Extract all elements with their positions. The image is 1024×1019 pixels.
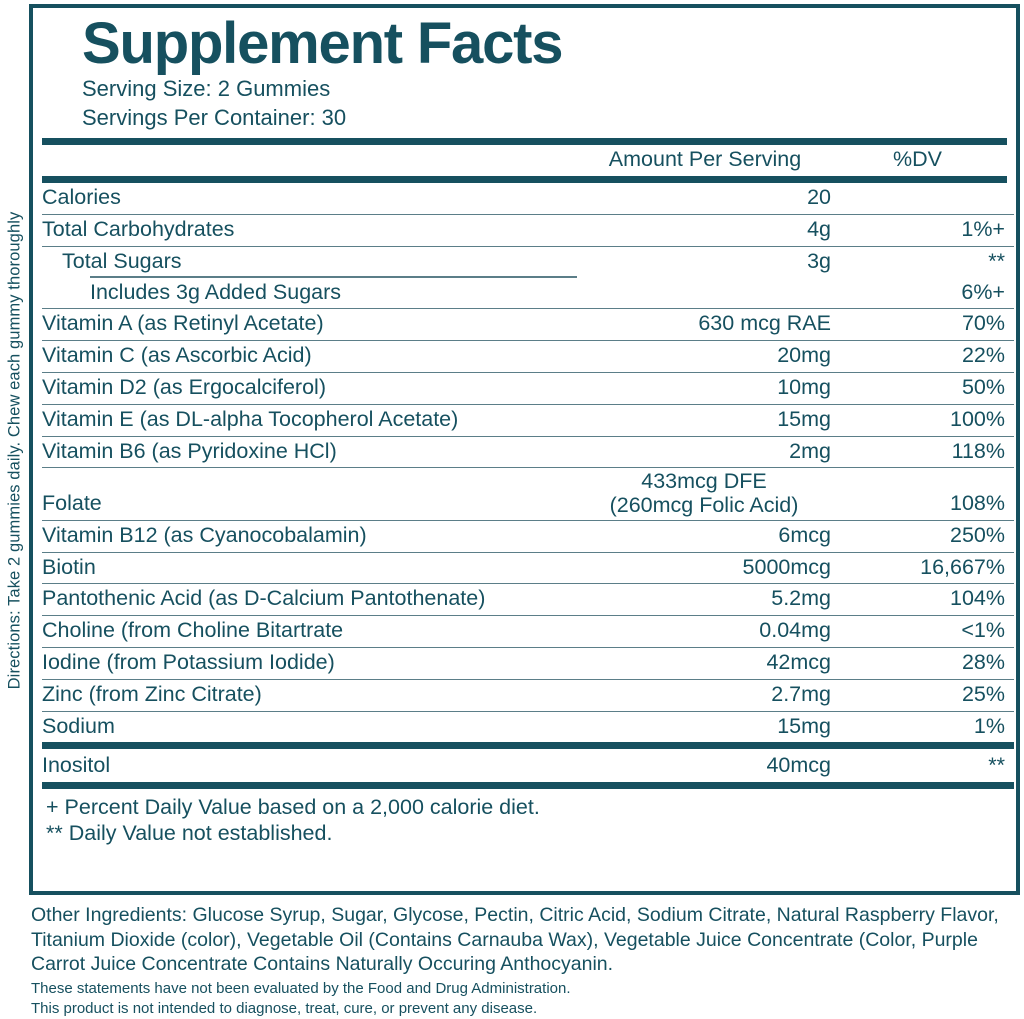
nutrient-name: Vitamin D2 (as Ergocalciferol) bbox=[42, 371, 577, 405]
nutrient-amount: 42mcg bbox=[577, 646, 833, 680]
nutrient-amount: 2.7mg bbox=[577, 678, 833, 712]
supplement-facts-panel: Supplement Facts Serving Size: 2 Gummies… bbox=[29, 4, 1020, 895]
nutrient-dv: 50% bbox=[833, 371, 1014, 405]
nutrient-amount: 433mcg DFE (260mcg Folic Acid) bbox=[577, 467, 833, 521]
nutrient-dv: 16,667% bbox=[833, 551, 1014, 584]
nutrient-name: Inositol bbox=[42, 742, 577, 786]
column-header-amount: Amount Per Serving bbox=[608, 147, 802, 172]
table-row: Total Carbohydrates 4g 1%+ bbox=[42, 213, 1014, 247]
table-row: Vitamin A (as Retinyl Acetate) 630 mcg R… bbox=[42, 308, 1014, 341]
table-row: Vitamin C (as Ascorbic Acid) 20mg 22% bbox=[42, 340, 1014, 373]
nutrient-name: Vitamin E (as DL-alpha Tocopherol Acetat… bbox=[42, 403, 577, 437]
nutrient-amount-line1: 433mcg DFE bbox=[641, 469, 767, 494]
table-row: Vitamin D2 (as Ergocalciferol) 10mg 50% bbox=[42, 371, 1014, 405]
nutrient-name: Zinc (from Zinc Citrate) bbox=[42, 678, 577, 712]
nutrient-amount: 40mcg bbox=[577, 742, 833, 786]
table-row: Includes 3g Added Sugars 6%+ bbox=[42, 276, 1014, 309]
nutrient-dv: 250% bbox=[833, 519, 1014, 553]
nutrient-name: Biotin bbox=[42, 551, 577, 584]
serving-size: Serving Size: 2 Gummies bbox=[82, 76, 331, 102]
nutrient-name: Vitamin B12 (as Cyanocobalamin) bbox=[42, 519, 577, 553]
nutrient-amount-line2: (260mcg Folic Acid) bbox=[609, 492, 799, 517]
table-row: Inositol 40mcg ** bbox=[42, 742, 1014, 786]
table-row: Biotin 5000mcg 16,667% bbox=[42, 551, 1014, 584]
nutrient-name: Folate bbox=[42, 467, 577, 521]
fda-disclaimer: These statements have not been evaluated… bbox=[31, 979, 1021, 1019]
disclaimer-line-2: This product is not intended to diagnose… bbox=[31, 999, 538, 1017]
table-row: Pantothenic Acid (as D-Calcium Pantothen… bbox=[42, 583, 1014, 616]
disclaimer-line-1: These statements have not been evaluated… bbox=[31, 979, 571, 997]
nutrient-amount: 6mcg bbox=[577, 519, 833, 553]
nutrient-dv: 1%+ bbox=[833, 213, 1014, 247]
footnotes: + Percent Daily Value based on a 2,000 c… bbox=[42, 782, 1014, 855]
footnote-daily-value-not-established: ** Daily Value not established. bbox=[46, 820, 333, 845]
nutrient-dv bbox=[833, 183, 1014, 214]
nutrient-dv: ** bbox=[833, 742, 1014, 786]
table-row: Total Sugars 3g ** bbox=[42, 245, 1014, 278]
rule-above-column-header bbox=[42, 138, 1007, 146]
table-header-row: Amount Per Serving %DV bbox=[42, 145, 1014, 176]
table-row: Zinc (from Zinc Citrate) 2.7mg 25% bbox=[42, 678, 1014, 712]
rule-below-column-header bbox=[42, 176, 1007, 184]
nutrient-dv: 6%+ bbox=[961, 279, 1005, 304]
nutrient-amount: 2mg bbox=[577, 435, 833, 468]
nutrient-amount bbox=[577, 278, 833, 309]
nutrient-name: Total Sugars bbox=[42, 245, 577, 278]
nutrient-amount: 10mg bbox=[577, 371, 833, 405]
nutrient-amount: 630 mcg RAE bbox=[577, 308, 833, 341]
nutrient-name: Vitamin B6 (as Pyridoxine HCl) bbox=[42, 435, 577, 468]
nutrient-dv: 104% bbox=[833, 583, 1014, 616]
nutrient-amount: 15mg bbox=[577, 710, 833, 746]
column-header-name bbox=[42, 145, 577, 176]
nutrient-dv: <1% bbox=[833, 615, 1014, 648]
other-ingredients-text: Other Ingredients: Glucose Syrup, Sugar,… bbox=[31, 904, 999, 976]
nutrient-amount: 4g bbox=[577, 213, 833, 247]
nutrient-amount: 20mg bbox=[577, 340, 833, 373]
nutrient-amount: 3g bbox=[577, 245, 833, 278]
nutrient-dv: 118% bbox=[833, 435, 1014, 468]
table-row: Calories 20 bbox=[42, 183, 1014, 214]
nutrient-name: Iodine (from Potassium Iodide) bbox=[42, 646, 577, 680]
page-title: Supplement Facts bbox=[82, 11, 564, 76]
table-row: Choline (from Choline Bitartrate 0.04mg … bbox=[42, 615, 1014, 648]
nutrient-name: Choline (from Choline Bitartrate bbox=[42, 615, 577, 648]
nutrient-amount: 5.2mg bbox=[577, 583, 833, 616]
nutrient-name: Pantothenic Acid (as D-Calcium Pantothen… bbox=[42, 583, 577, 616]
nutrient-name: Total Carbohydrates bbox=[42, 213, 577, 247]
nutrient-name: Calories bbox=[42, 185, 121, 210]
nutrition-rows-table: Calories 20 Total Carbohydrates 4g 1%+ T… bbox=[42, 183, 1014, 855]
nutrient-amount: 20 bbox=[807, 185, 831, 210]
servings-per-container: Servings Per Container: 30 bbox=[82, 105, 347, 131]
nutrient-dv: ** bbox=[833, 245, 1014, 278]
nutrient-dv: 28% bbox=[833, 646, 1014, 680]
nutrient-dv: 22% bbox=[833, 340, 1014, 373]
column-header-dv: %DV bbox=[893, 147, 942, 172]
nutrient-dv: 25% bbox=[833, 678, 1014, 712]
nutrient-amount: 5000mcg bbox=[577, 551, 833, 584]
table-row: Vitamin B12 (as Cyanocobalamin) 6mcg 250… bbox=[42, 519, 1014, 553]
nutrient-name: Sodium bbox=[42, 710, 577, 746]
nutrition-table: Amount Per Serving %DV bbox=[42, 145, 1014, 176]
nutrient-dv: 1% bbox=[833, 710, 1014, 746]
nutrient-amount: 15mg bbox=[577, 403, 833, 437]
directions-strip: Directions: Take 2 gummies daily. Chew e… bbox=[0, 0, 30, 900]
label-header: Supplement Facts Serving Size: 2 Gummies… bbox=[42, 8, 1007, 138]
table-row: Vitamin B6 (as Pyridoxine HCl) 2mg 118% bbox=[42, 435, 1014, 468]
footnotes-row: + Percent Daily Value based on a 2,000 c… bbox=[42, 782, 1014, 855]
nutrient-dv: 100% bbox=[833, 403, 1014, 437]
table-row: Iodine (from Potassium Iodide) 42mcg 28% bbox=[42, 646, 1014, 680]
table-row: Vitamin E (as DL-alpha Tocopherol Acetat… bbox=[42, 403, 1014, 437]
nutrient-name: Vitamin A (as Retinyl Acetate) bbox=[42, 308, 577, 341]
nutrient-dv: 70% bbox=[833, 308, 1014, 341]
nutrient-name: Vitamin C (as Ascorbic Acid) bbox=[42, 340, 577, 373]
table-row: Sodium 15mg 1% bbox=[42, 710, 1014, 746]
nutrient-amount: 0.04mg bbox=[577, 615, 833, 648]
table-row-folate: Folate 433mcg DFE (260mcg Folic Acid) 10… bbox=[42, 467, 1014, 521]
nutrient-name: Includes 3g Added Sugars bbox=[42, 276, 577, 309]
nutrient-dv: 108% bbox=[833, 467, 1014, 521]
directions-text: Directions: Take 2 gummies daily. Chew e… bbox=[5, 211, 24, 689]
footnote-percent-daily-value: + Percent Daily Value based on a 2,000 c… bbox=[46, 795, 540, 820]
other-ingredients-block: Other Ingredients: Glucose Syrup, Sugar,… bbox=[31, 903, 1021, 1019]
